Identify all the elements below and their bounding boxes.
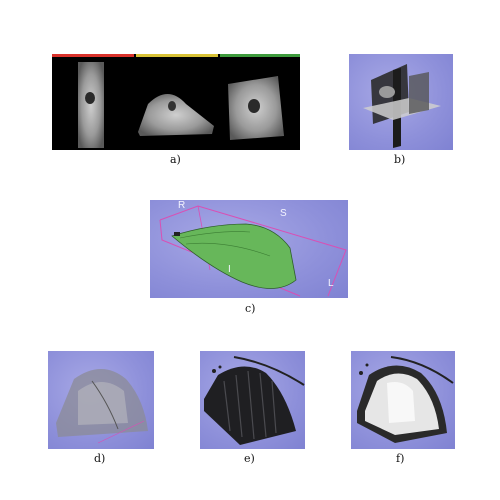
yellow-view-stripe (136, 54, 218, 57)
panel-c: R S I L (150, 200, 348, 298)
coronal-slice (138, 94, 214, 136)
axial-slice (78, 62, 104, 148)
segmentation-surface-graphic (159, 205, 347, 297)
volume-render-dark (204, 356, 305, 445)
slice-views-graphic (78, 62, 284, 148)
caption-d: d) (94, 452, 106, 465)
panel-b (349, 54, 453, 150)
volume-render-translucent (56, 369, 148, 444)
label-l: L (328, 278, 334, 289)
red-view-stripe (52, 54, 134, 57)
caption-c: c) (245, 302, 256, 315)
label-r: R (178, 200, 186, 211)
caption-f: f) (396, 452, 405, 465)
panel-e (200, 351, 305, 449)
panel-d (48, 351, 154, 449)
green-view-stripe (220, 54, 300, 57)
volume-render-bright (357, 356, 454, 443)
caption-a: a) (170, 153, 181, 166)
caption-e: e) (244, 452, 255, 465)
panel-a (52, 54, 300, 150)
label-i: I (228, 264, 231, 275)
green-surface (171, 223, 297, 289)
caption-b: b) (394, 153, 406, 166)
panel-f (351, 351, 455, 449)
slice-planes-graphic (363, 64, 441, 148)
label-s: S (280, 208, 287, 219)
